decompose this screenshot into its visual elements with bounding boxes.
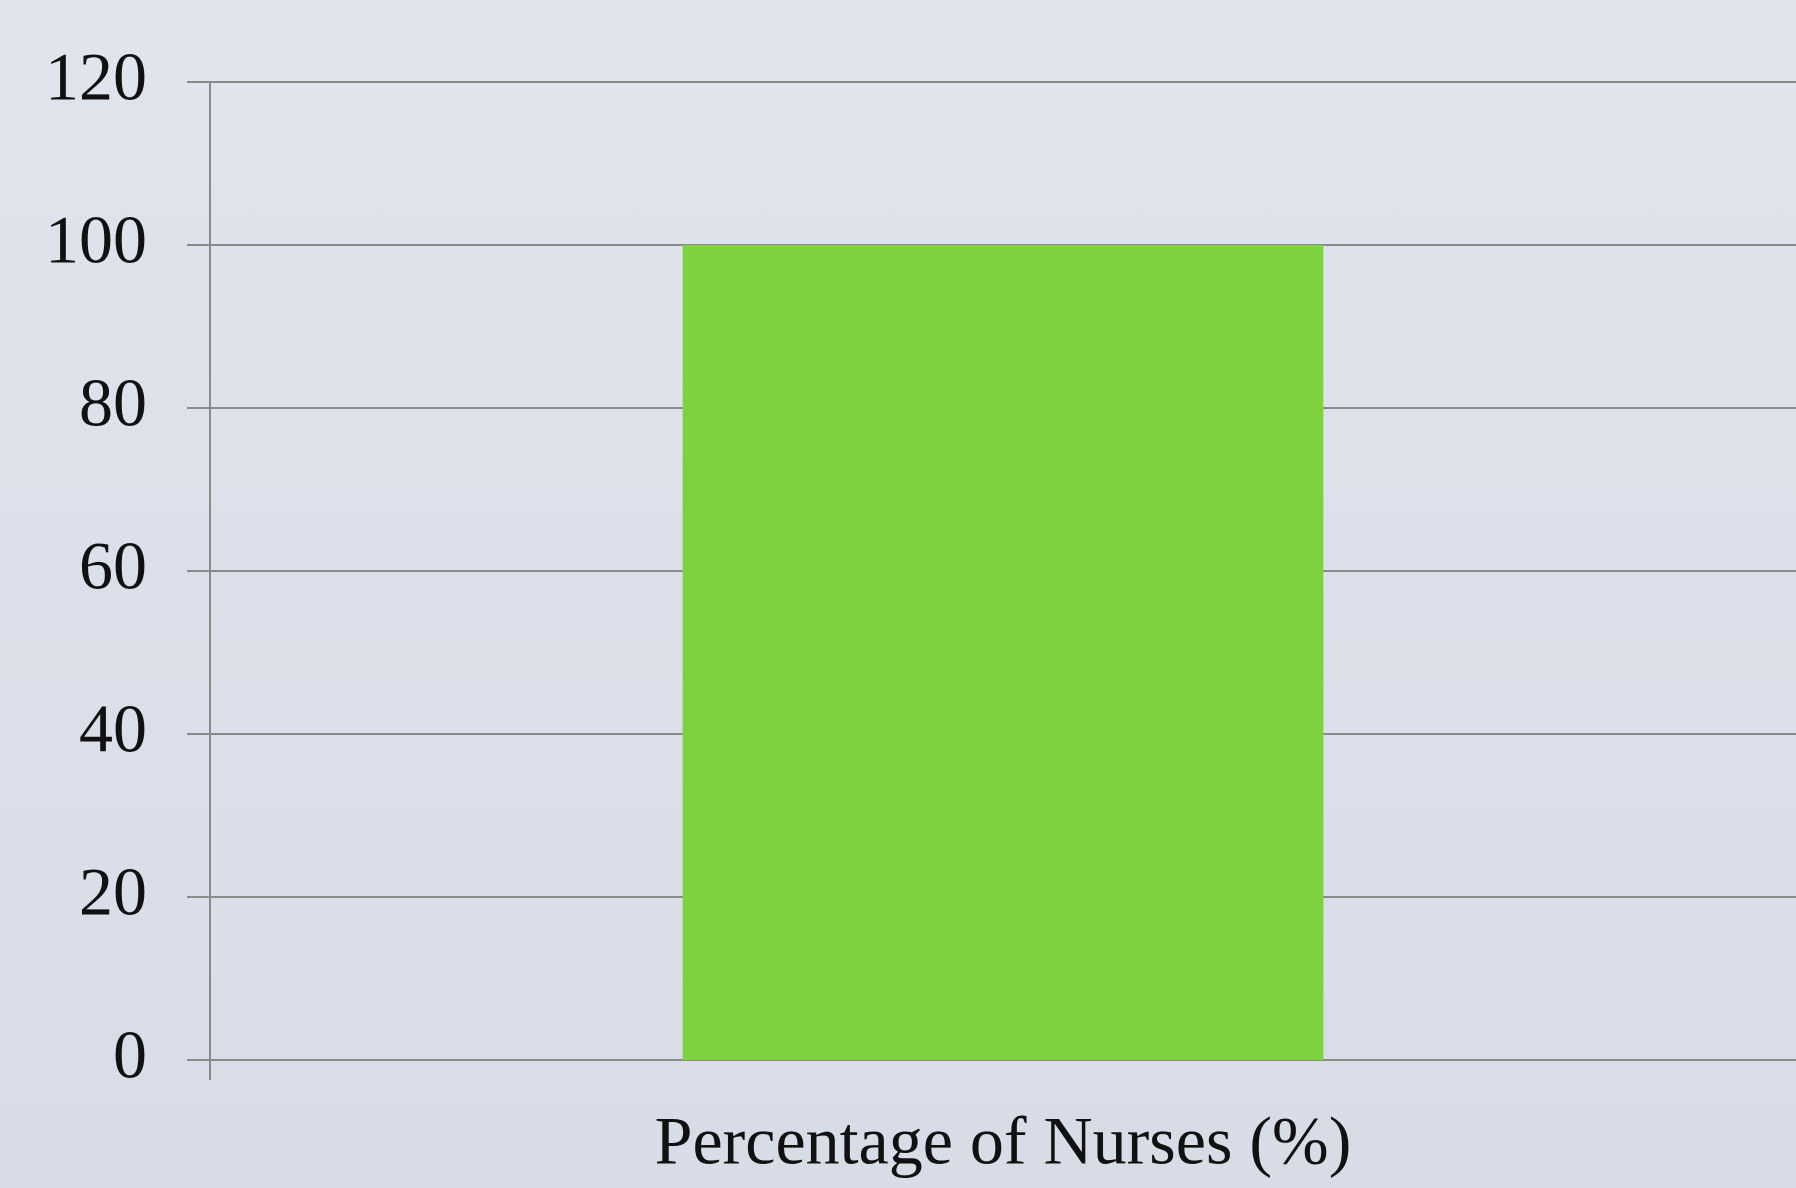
y-tick-label: 0 xyxy=(113,1017,147,1093)
x-tick-label: Percentage of Nurses (%) xyxy=(655,1103,1352,1179)
y-tick-label: 40 xyxy=(79,691,147,767)
y-tick-label: 80 xyxy=(79,365,147,441)
y-tick-label: 120 xyxy=(45,39,147,115)
y-tick-label: 60 xyxy=(79,528,147,604)
bar xyxy=(682,245,1324,1060)
y-tick-label: 20 xyxy=(79,854,147,930)
y-tick-label: 100 xyxy=(45,202,147,278)
